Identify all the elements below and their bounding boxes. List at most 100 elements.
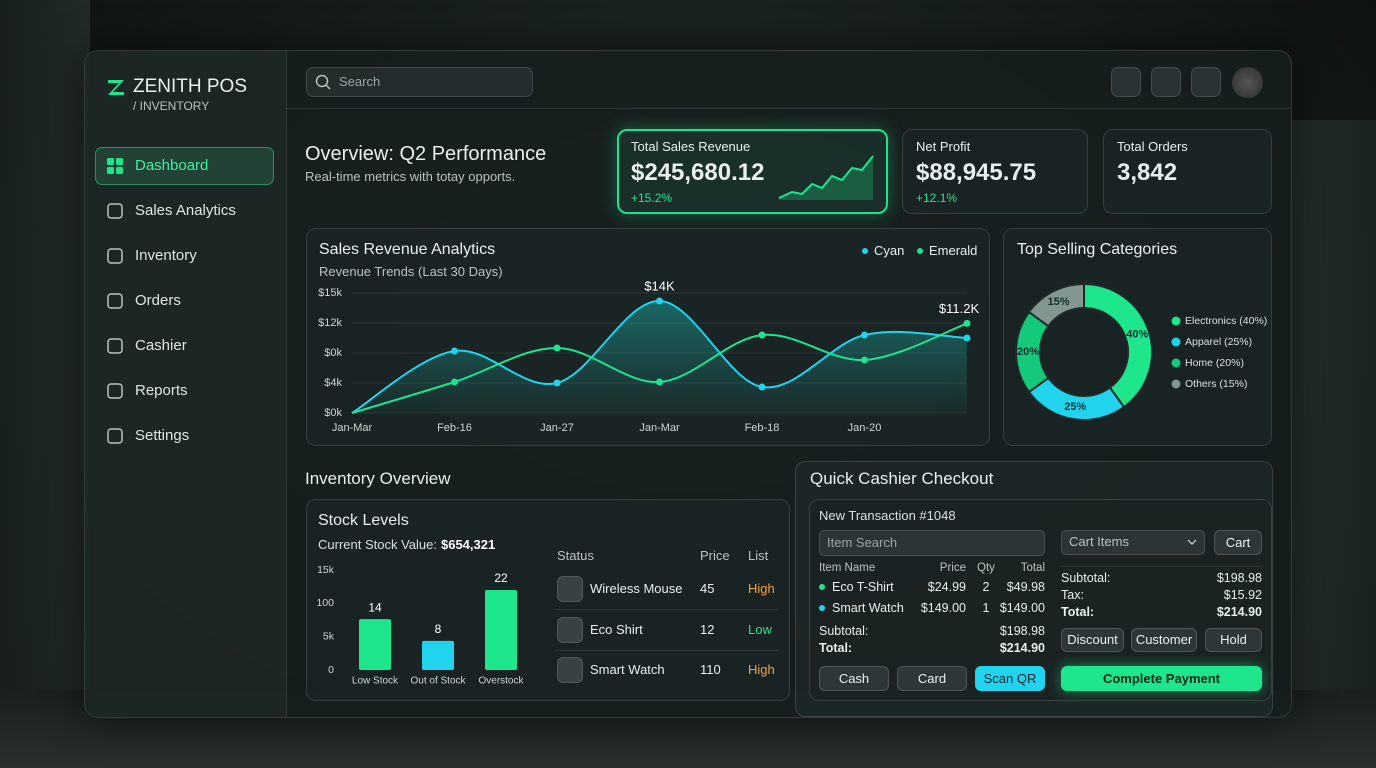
cart-divider bbox=[1061, 566, 1262, 567]
nav-item[interactable]: Orders bbox=[135, 292, 181, 309]
sparkline-line bbox=[778, 155, 874, 199]
item-price: 12 bbox=[700, 621, 715, 637]
item-price: 110 bbox=[700, 662, 721, 677]
nav-item[interactable]: Reports bbox=[135, 382, 188, 399]
chevron bbox=[1187, 539, 1197, 545]
action-button[interactable]: Hold bbox=[1205, 628, 1262, 652]
action-button[interactable]: Discount bbox=[1061, 628, 1124, 652]
item-list: High bbox=[748, 662, 775, 677]
icon-shape bbox=[107, 428, 123, 444]
search-box[interactable] bbox=[306, 67, 533, 97]
row-divider bbox=[555, 649, 778, 651]
column-header: Status bbox=[557, 548, 594, 563]
cart-button[interactable]: Cart bbox=[1214, 530, 1262, 555]
item-icon bbox=[557, 657, 583, 683]
brand-section: / INVENTORY bbox=[133, 99, 210, 113]
kpi-label: Total Orders bbox=[1117, 139, 1188, 154]
item-cell: Smart Watch bbox=[832, 601, 904, 615]
column-header: List bbox=[748, 548, 769, 563]
kpi-label: Total Sales Revenue bbox=[631, 139, 751, 154]
item-search[interactable] bbox=[819, 530, 1045, 556]
nav-item[interactable]: Inventory bbox=[135, 247, 197, 264]
category-panel bbox=[1003, 228, 1272, 446]
nav-icon bbox=[107, 203, 123, 219]
legend-dot bbox=[917, 248, 923, 254]
icon-cell bbox=[107, 158, 114, 165]
legend-dot bbox=[862, 248, 868, 254]
icon-button[interactable] bbox=[1111, 67, 1141, 97]
kpi-value: $245,680.12 bbox=[631, 159, 765, 186]
item-cell: $24.99 bbox=[927, 580, 966, 594]
cart-value: $198.98 bbox=[1216, 571, 1262, 585]
payment-button[interactable]: Cash bbox=[819, 666, 889, 691]
item-cell: $49.98 bbox=[1006, 580, 1045, 594]
nav-icon bbox=[107, 338, 123, 354]
icon-shape bbox=[315, 74, 329, 88]
icon-shape bbox=[107, 248, 123, 264]
page-subtitle: Real-time metrics with totay opports. bbox=[305, 169, 516, 184]
item-name: Eco Shirt bbox=[590, 621, 643, 637]
chart-subtitle: Revenue Trends (Last 30 Days) bbox=[319, 264, 503, 279]
item-icon bbox=[557, 576, 583, 602]
item-cell: $149.00 bbox=[999, 601, 1045, 615]
kpi-change: +12.1% bbox=[916, 191, 958, 205]
item-cell: $149.00 bbox=[920, 601, 966, 615]
item-list: High bbox=[748, 581, 775, 596]
cart-value: $15.92 bbox=[1223, 588, 1262, 602]
sparkline bbox=[778, 155, 874, 200]
total-label: Total: bbox=[819, 641, 853, 655]
icon-shape bbox=[107, 293, 123, 309]
legend-label: Cyan bbox=[874, 243, 905, 258]
subtotal-label: Subtotal: bbox=[819, 624, 869, 638]
nav-icon bbox=[107, 158, 123, 174]
nav-icon bbox=[107, 248, 123, 264]
kpi-card bbox=[902, 129, 1088, 214]
item-dot bbox=[819, 584, 825, 590]
payment-button[interactable]: Card bbox=[897, 666, 967, 691]
icon-cell bbox=[107, 167, 114, 174]
topbar-divider bbox=[286, 108, 1291, 109]
search-icon bbox=[315, 74, 331, 90]
icon-shape bbox=[107, 203, 123, 219]
column-header: Qty bbox=[977, 562, 995, 574]
nav-item[interactable]: Sales Analytics bbox=[135, 202, 236, 219]
nav-item[interactable]: Dashboard bbox=[135, 157, 209, 174]
search-placeholder: Search bbox=[339, 74, 381, 89]
cart-label: Tax: bbox=[1061, 588, 1084, 602]
nav-active bbox=[95, 147, 274, 185]
nav-item[interactable]: Settings bbox=[135, 427, 190, 444]
cart-select-label: Cart Items bbox=[1069, 534, 1129, 549]
item-cell: Eco T-Shirt bbox=[832, 580, 894, 594]
nav-item[interactable]: Cashier bbox=[135, 337, 187, 354]
kpi-value: $88,945.75 bbox=[916, 159, 1037, 186]
shelf-left bbox=[0, 0, 90, 768]
cart-value: $214.90 bbox=[1216, 605, 1262, 619]
payment-button[interactable]: Scan QR bbox=[975, 666, 1045, 691]
chart-title: Top Selling Categories bbox=[1017, 241, 1178, 258]
brand-name: ZENITH POS bbox=[133, 76, 248, 97]
column-header: Item Name bbox=[819, 562, 876, 574]
item-price: 45 bbox=[700, 581, 715, 596]
cart-label: Total: bbox=[1061, 605, 1095, 619]
legend-label: Emerald bbox=[929, 243, 978, 258]
column-header: Total bbox=[1020, 562, 1045, 574]
stock-value: $654,321 bbox=[440, 537, 496, 552]
complete-payment[interactable]: Complete Payment bbox=[1061, 666, 1262, 691]
cart-select[interactable] bbox=[1061, 530, 1205, 555]
search-placeholder: Item Search bbox=[827, 535, 898, 550]
sparkline-area bbox=[779, 156, 873, 200]
icon-button[interactable] bbox=[1151, 67, 1181, 97]
icon-cell bbox=[116, 167, 123, 174]
item-cell: 1 bbox=[982, 601, 990, 615]
nav-icon bbox=[107, 293, 123, 309]
nav-icon bbox=[107, 428, 123, 444]
item-list: Low bbox=[748, 621, 772, 637]
subtotal-value: $198.98 bbox=[999, 624, 1045, 638]
kpi-change: +15.2% bbox=[631, 191, 673, 205]
icon-cell bbox=[116, 158, 123, 165]
kpi-card bbox=[617, 129, 888, 214]
action-button[interactable]: Customer bbox=[1131, 628, 1197, 652]
icon-button[interactable] bbox=[1191, 67, 1221, 97]
item-cell: 2 bbox=[982, 580, 990, 594]
